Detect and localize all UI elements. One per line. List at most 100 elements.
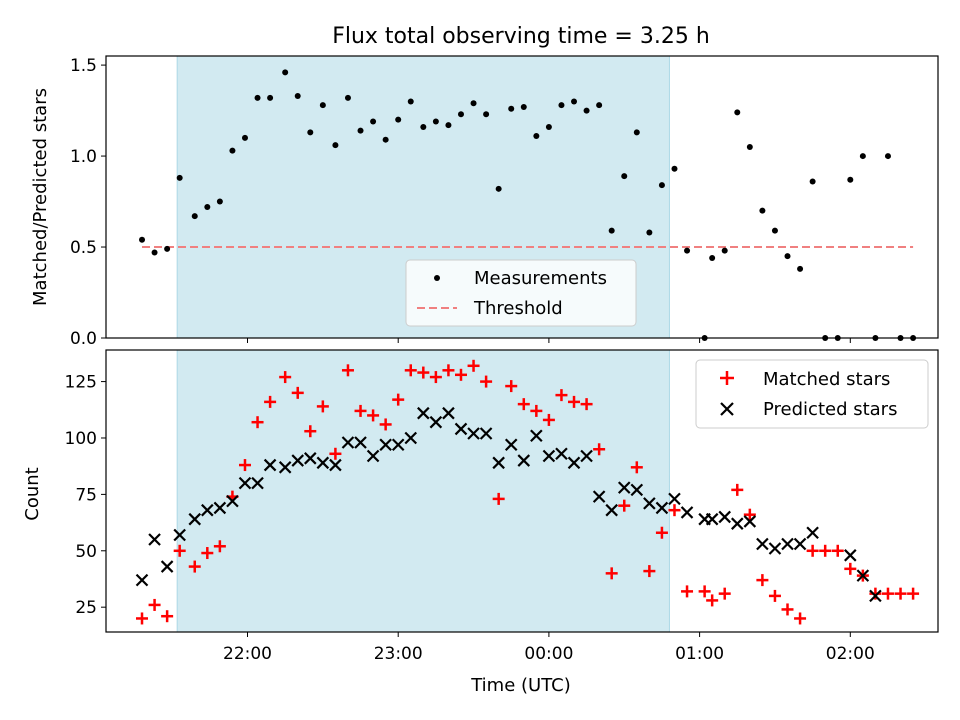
- predicted-marker-b: [856, 569, 870, 582]
- y-tick-label: 100: [65, 429, 97, 449]
- measurement-point: [241, 134, 248, 141]
- top-measurement-points: [139, 69, 917, 341]
- predicted-star-point: [567, 456, 581, 470]
- matched-star-point: [568, 395, 581, 408]
- measurement-point: [571, 98, 578, 105]
- matched-star-point: [238, 459, 251, 472]
- predicted-star-point: [617, 481, 631, 494]
- predicted-marker-b: [417, 406, 430, 420]
- predicted-star-point: [806, 526, 819, 540]
- matched-star-point: [492, 492, 505, 505]
- y-tick-label: 1.5: [70, 56, 97, 76]
- matched-star-point: [264, 395, 277, 408]
- matched-star-point: [213, 540, 226, 553]
- measurement-point: [684, 247, 691, 254]
- predicted-marker-b: [517, 454, 531, 467]
- measurement-point: [520, 103, 527, 110]
- measurement-point: [558, 102, 565, 109]
- matched-star-point: [304, 425, 317, 438]
- matched-star-point: [148, 598, 161, 611]
- predicted-marker-b: [655, 501, 669, 515]
- predicted-star-point: [856, 569, 870, 582]
- predicted-marker-b: [467, 427, 480, 440]
- matched-star-point: [844, 562, 857, 575]
- matched-star-point: [643, 565, 656, 578]
- measurement-point: [176, 174, 183, 181]
- matched-star-point: [881, 587, 894, 600]
- legend-predicted-marker: [720, 402, 734, 416]
- predicted-marker-b: [756, 537, 769, 551]
- measurement-point: [646, 229, 653, 236]
- predicted-star-point: [869, 589, 882, 603]
- legend-predicted-label: Predicted stars: [763, 399, 897, 420]
- predicted-star-point: [467, 427, 480, 440]
- measurement-point: [483, 111, 490, 118]
- predicted-marker-b: [504, 438, 518, 452]
- predicted-marker-b: [454, 422, 468, 436]
- legend-matched-marker: [720, 371, 734, 385]
- predicted-marker-b: [404, 431, 418, 445]
- predicted-marker-b: [238, 476, 252, 490]
- matched-star-point: [429, 371, 442, 384]
- measurement-point: [658, 182, 665, 189]
- matched-star-point: [379, 418, 392, 431]
- predicted-star-point: [291, 454, 305, 467]
- measurement-point: [734, 109, 741, 116]
- predicted-marker-b: [530, 429, 543, 443]
- y-tick-label: 125: [65, 373, 97, 393]
- measurement-point: [533, 133, 540, 140]
- matched-star-point: [681, 585, 694, 598]
- x-tick-label: 00:00: [524, 644, 573, 664]
- matched-star-point: [173, 544, 186, 557]
- bottom-axes-frame: [105, 349, 939, 633]
- predicted-star-point: [278, 461, 292, 474]
- x-axis-label: Time (UTC): [470, 675, 571, 696]
- measurement-point: [847, 176, 854, 183]
- predicted-marker-b: [643, 497, 656, 510]
- top-y-axis-label: Matched/Predicted stars: [30, 88, 51, 306]
- matched-star-point: [404, 364, 417, 377]
- predicted-marker-b: [567, 456, 581, 470]
- predicted-star-point: [530, 429, 543, 443]
- predicted-star-point: [668, 492, 681, 506]
- x-tick-label: 02:00: [826, 644, 875, 664]
- matched-star-point: [251, 416, 264, 429]
- matched-star-point: [593, 443, 606, 456]
- x-tick-label: 22:00: [223, 644, 272, 664]
- measurement-point: [746, 143, 753, 150]
- measurement-point: [470, 100, 477, 107]
- measurement-point: [633, 129, 640, 136]
- matched-star-point: [291, 386, 304, 399]
- bottom-shaded-region: [176, 349, 670, 633]
- matched-star-point: [367, 409, 380, 422]
- matched-star-point: [555, 389, 568, 402]
- matched-star-point: [630, 461, 643, 474]
- legend-threshold-label: Threshold: [473, 298, 563, 319]
- matched-star-point: [442, 364, 455, 377]
- measurement-point: [797, 265, 804, 272]
- predicted-marker-b: [592, 490, 606, 503]
- predicted-marker-b: [781, 537, 794, 551]
- measurement-point: [216, 198, 223, 205]
- matched-star-point: [907, 587, 920, 600]
- matched-star-point: [329, 447, 342, 460]
- predicted-marker-b: [442, 406, 455, 420]
- y-tick-label: 1.0: [70, 147, 97, 167]
- bottom-y-ticks: 25 50 75 100 125: [65, 373, 106, 618]
- predicted-marker-b: [705, 512, 719, 526]
- predicted-marker-b: [605, 503, 618, 517]
- y-tick-label: 75: [75, 485, 97, 505]
- matched-star-point: [580, 398, 593, 411]
- matched-star-point: [894, 587, 907, 600]
- matched-star-point: [806, 544, 819, 557]
- predicted-marker-b: [354, 436, 367, 449]
- measurement-point: [596, 102, 603, 109]
- x-tick-label: 01:00: [675, 644, 724, 664]
- predicted-star-point: [643, 497, 656, 510]
- measurement-point: [294, 93, 301, 100]
- top-axes-frame: [105, 55, 939, 339]
- predicted-star-point: [304, 452, 317, 465]
- predicted-star-point: [379, 438, 392, 452]
- matched-star-point: [756, 574, 769, 587]
